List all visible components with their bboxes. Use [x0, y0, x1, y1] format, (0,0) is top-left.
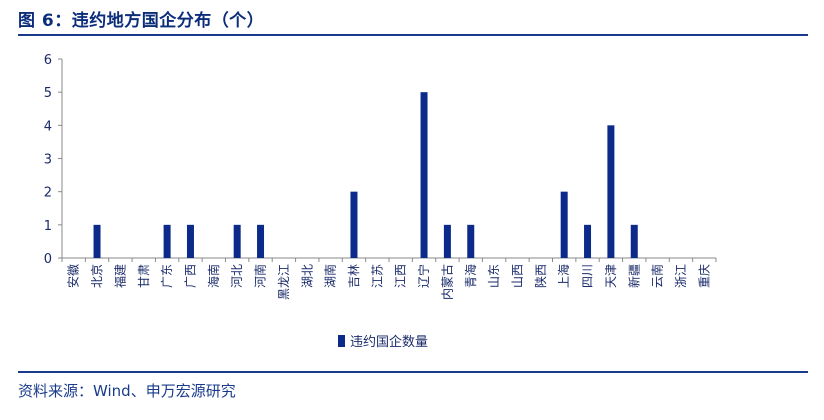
chart-title: 图 6：违约地方国企分布（个）	[18, 11, 265, 31]
y-tick-label: 1	[44, 219, 52, 234]
y-tick-label: 3	[44, 153, 52, 168]
bar	[163, 224, 171, 258]
x-tick-label: 重庆	[697, 264, 711, 288]
x-tick-label: 内蒙古	[439, 264, 454, 300]
x-tick-label: 陕西	[533, 264, 548, 288]
x-axis: 安徽 北京 福建 甘肃 广东 广西 海南 河北 河南 黑龙江 湖北 湖南 吉林 江苏 江西 辽宁 内蒙古 青海 山东…	[61, 257, 717, 300]
bottom-divider	[18, 371, 808, 373]
x-tick-label: 广东	[160, 264, 174, 288]
x-tick-label: 广西	[183, 264, 197, 288]
x-tick-label: 云南	[650, 264, 665, 288]
x-tick-label: 安徽	[66, 264, 81, 288]
source-note: 资料来源：Wind、申万宏源研究	[18, 382, 236, 400]
y-tick-label: 5	[44, 86, 52, 101]
bars	[93, 92, 638, 259]
bar	[630, 224, 638, 258]
bar	[350, 191, 358, 258]
bar	[443, 224, 451, 258]
bar	[186, 224, 194, 258]
x-tick-label: 江西	[394, 264, 408, 288]
x-tick-label: 新疆	[626, 264, 641, 288]
x-tick-label: 天津	[604, 264, 618, 288]
bar-chart: 0 1 2 3 4 5 6 安徽 北京 福建 甘肃 广东 广西 海南 河北 河南 黑龙江 湖北 湖南 吉林 江苏 江西辽…	[44, 53, 717, 350]
x-tick-label: 山东	[487, 264, 501, 288]
y-tick-label: 4	[44, 119, 52, 134]
bar	[420, 92, 428, 259]
legend: 违约国企数量	[338, 334, 428, 350]
x-tick-label: 四川	[581, 264, 595, 288]
bar	[93, 224, 101, 258]
x-tick-label: 辽宁	[416, 264, 431, 288]
x-tick-label: 吉林	[347, 264, 361, 288]
y-tick-label: 2	[44, 186, 52, 201]
x-tick-label: 河南	[253, 264, 268, 288]
y-tick-label: 6	[44, 53, 52, 68]
x-tick-label: 江苏	[370, 264, 384, 288]
x-tick-label: 上海	[556, 264, 571, 288]
legend-label: 违约国企数量	[350, 334, 428, 350]
bar	[233, 224, 241, 258]
x-tick-label: 海南	[206, 264, 221, 288]
x-tick-label: 山西	[510, 264, 524, 288]
y-axis: 0 1 2 3 4 5 6	[44, 53, 63, 267]
x-tick-label: 湖南	[323, 264, 338, 288]
x-tick-label: 福建	[112, 264, 127, 288]
bar	[257, 224, 265, 258]
x-tick-label: 浙江	[674, 264, 688, 288]
bar	[467, 224, 475, 258]
y-tick-label: 0	[44, 252, 52, 267]
x-tick-label: 北京	[90, 264, 104, 288]
bar	[560, 191, 568, 258]
top-divider	[18, 34, 808, 36]
x-tick-label: 甘肃	[137, 264, 151, 288]
bar	[607, 125, 615, 258]
x-tick-label: 黑龙江	[277, 264, 291, 300]
x-tick-label: 湖北	[299, 264, 314, 288]
x-tick-label: 河北	[230, 264, 244, 288]
x-tick-label: 青海	[463, 264, 478, 288]
bar	[584, 224, 592, 258]
legend-swatch	[338, 335, 345, 347]
